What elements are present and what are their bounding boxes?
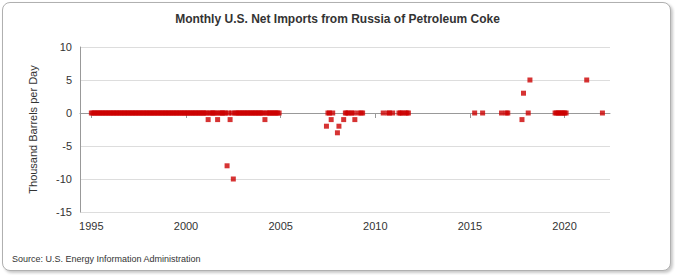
svg-text:0: 0 xyxy=(66,107,72,119)
svg-text:5: 5 xyxy=(66,74,72,86)
svg-text:2015: 2015 xyxy=(458,220,482,232)
svg-text:Thousand Barrels per Day: Thousand Barrels per Day xyxy=(27,65,39,194)
svg-text:1995: 1995 xyxy=(79,220,103,232)
svg-text:-10: -10 xyxy=(56,173,72,185)
svg-text:2005: 2005 xyxy=(268,220,292,232)
svg-text:2010: 2010 xyxy=(363,220,387,232)
svg-text:2000: 2000 xyxy=(174,220,198,232)
svg-text:-15: -15 xyxy=(56,206,72,218)
svg-text:Monthly U.S. Net Imports from: Monthly U.S. Net Imports from Russia of … xyxy=(175,12,500,26)
svg-text:2020: 2020 xyxy=(552,220,576,232)
svg-text:10: 10 xyxy=(60,41,72,53)
svg-text:Source: U.S. Energy Informatio: Source: U.S. Energy Information Administ… xyxy=(12,254,201,264)
svg-text:-5: -5 xyxy=(62,140,72,152)
